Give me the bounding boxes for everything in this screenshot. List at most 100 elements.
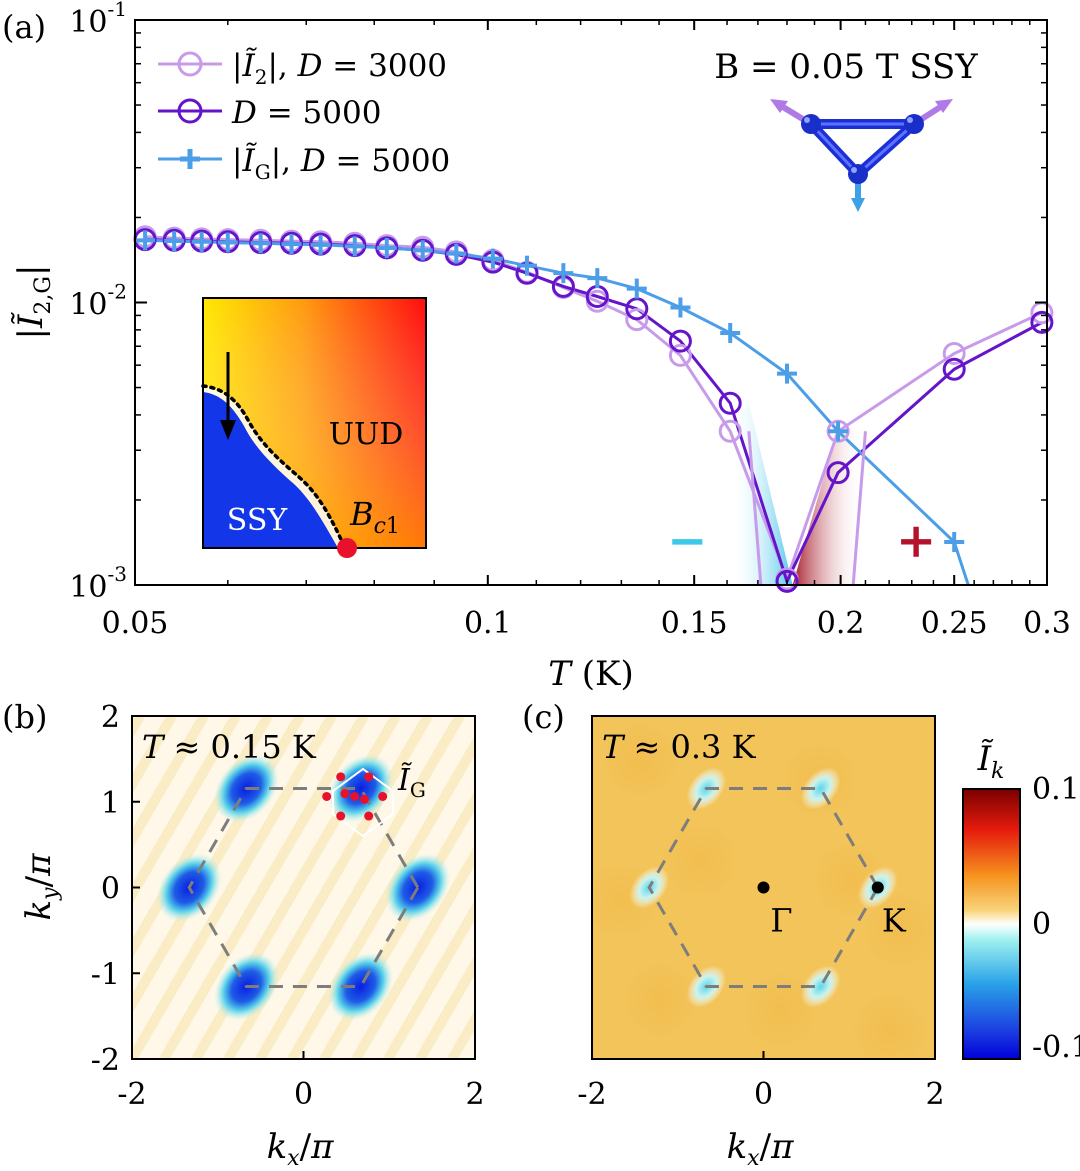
data-point: [587, 268, 608, 289]
x-tick-label: 0.2: [817, 606, 865, 641]
data-point: [281, 234, 302, 255]
y-tick-label: 10-2: [69, 280, 127, 323]
y-ticks: 10-3 10-2 10-1: [69, 0, 1047, 605]
panel-b: (b) T ≈ 0.15 K ĨG -2 0 2 2 1 0 -1 -2 kx/π ky/π: [2, 698, 485, 1171]
y-tick-label: 1: [101, 786, 120, 821]
y-tick-label: 10-3: [69, 562, 127, 605]
data-point: [553, 263, 574, 284]
symmetry-point: [871, 881, 884, 894]
y-tick-label: 2: [101, 700, 120, 735]
legend-entry-2: D = 5000: [158, 95, 381, 131]
b-y-axis-label: ky/π: [19, 853, 63, 921]
inset-label-ssy: SSY: [227, 503, 289, 538]
x-tick-label: 0.25: [921, 606, 988, 641]
legend-label-3: |ĨG|, D = 5000: [232, 142, 450, 184]
x-axis-label: T (K): [548, 654, 633, 694]
sign-label: −: [667, 513, 707, 569]
legend-entry-3: |ĨG|, D = 5000: [158, 142, 450, 184]
data-point: [135, 230, 156, 251]
inset-label-uud: UUD: [329, 417, 404, 452]
b-x-ticks: -2 0 2: [117, 1051, 485, 1112]
data-point: [720, 322, 741, 343]
series-line-3: [145, 238, 970, 585]
c-x-axis-label: kx/π: [727, 1127, 795, 1171]
data-point: [412, 240, 433, 261]
data-point: [482, 248, 503, 269]
x-ticks: 0.05 0.1 0.15 0.2 0.25 0.3: [102, 20, 1071, 641]
data-point: [516, 255, 537, 276]
data-point: [625, 308, 649, 332]
data-point: [942, 357, 966, 381]
legend-label-1: |Ĩ2|, D = 3000: [232, 47, 447, 89]
y-tick-label: -1: [91, 957, 120, 992]
data-point: [668, 329, 692, 353]
data-point: [625, 297, 649, 321]
x-tick-label: 2: [465, 1077, 484, 1112]
y-tick-label: 10-1: [69, 0, 127, 40]
colorbar-tick-label: -0.1: [1032, 1030, 1080, 1065]
panel-b-label: (b): [2, 698, 47, 736]
data-point: [164, 231, 185, 252]
x-tick-label: 0.05: [102, 606, 169, 641]
phase-diagram-inset: UUD SSY Bc1: [201, 297, 427, 558]
symmetry-point-label: K: [882, 902, 907, 940]
colorbar-label: Ĩk: [977, 739, 1005, 784]
data-point: [668, 343, 692, 367]
field-annotation: B = 0.05 T SSY: [714, 47, 978, 87]
sign-labels: − +: [667, 513, 936, 569]
legend: |Ĩ2|, D = 3000 D = 5000 |ĨG|, D = 5000: [158, 47, 450, 184]
reciprocal-points: [322, 772, 388, 821]
x-tick-label: 0: [294, 1077, 313, 1112]
sign-label: +: [896, 513, 936, 569]
panel-c-label: (c): [522, 698, 565, 736]
panel-b-title: T ≈ 0.15 K: [142, 728, 317, 766]
y-axis-label: |Ĩ2,G|: [11, 265, 56, 340]
b-y-ticks: 2 1 0 -1 -2: [91, 700, 140, 1078]
legend-entry-1: |Ĩ2|, D = 3000: [158, 47, 447, 89]
data-point: [344, 236, 365, 257]
dip-line-2: [851, 431, 867, 585]
data-point: [944, 531, 965, 552]
data-point: [826, 461, 850, 485]
data-point: [191, 231, 212, 252]
colorbar-tick-label: 0: [1032, 907, 1051, 942]
b-x-axis-label: kx/π: [267, 1127, 335, 1171]
inset-label-bc1: Bc1: [349, 495, 400, 539]
x-tick-label: -2: [577, 1077, 606, 1112]
legend-label-2: D = 5000: [231, 95, 381, 131]
critical-point: [337, 538, 357, 558]
spin-triangle-icon: [770, 99, 953, 212]
data-point: [217, 232, 238, 253]
heatmap-b: [132, 716, 475, 1059]
x-tick-label: -2: [117, 1077, 146, 1112]
x-tick-label: 2: [925, 1077, 944, 1112]
data-point: [1030, 310, 1054, 334]
symmetry-point-label: Γ: [770, 902, 792, 940]
x-tick-label: 0.3: [1023, 606, 1071, 641]
colorbar: Ĩk 0.1 0 -0.1: [962, 739, 1080, 1065]
heatmap-c: [592, 716, 935, 1059]
x-tick-label: 0.15: [661, 606, 728, 641]
panel-c: (c) T ≈ 0.3 K ΓK -202 kx/π Ĩk 0.10-0.1: [522, 698, 1080, 1171]
data-point: [828, 421, 849, 442]
data-point: [310, 234, 331, 255]
data-point: [776, 363, 797, 384]
data-point: [446, 243, 467, 264]
panel-c-title: T ≈ 0.3 K: [602, 728, 757, 766]
panel-a: (a) 0.05 0.1 0.15 0.2 0.25 0.3 10-3 10-2 10-1 −…: [2, 0, 1071, 694]
data-point: [718, 419, 742, 443]
dip-line-1: [747, 431, 763, 585]
data-point: [775, 569, 799, 593]
c-x-ticks: -2 0 2: [577, 1051, 945, 1112]
ig-label: ĨG: [397, 762, 426, 802]
colorbar-tick-label: 0.1: [1032, 772, 1080, 807]
x-tick-label: 0.1: [464, 606, 512, 641]
positive-band: [792, 427, 864, 585]
series-lines: [145, 235, 1043, 585]
panel-a-label: (a): [2, 8, 46, 46]
data-point: [376, 237, 397, 258]
y-tick-label: -2: [91, 1043, 120, 1078]
series-markers: [133, 225, 1054, 593]
